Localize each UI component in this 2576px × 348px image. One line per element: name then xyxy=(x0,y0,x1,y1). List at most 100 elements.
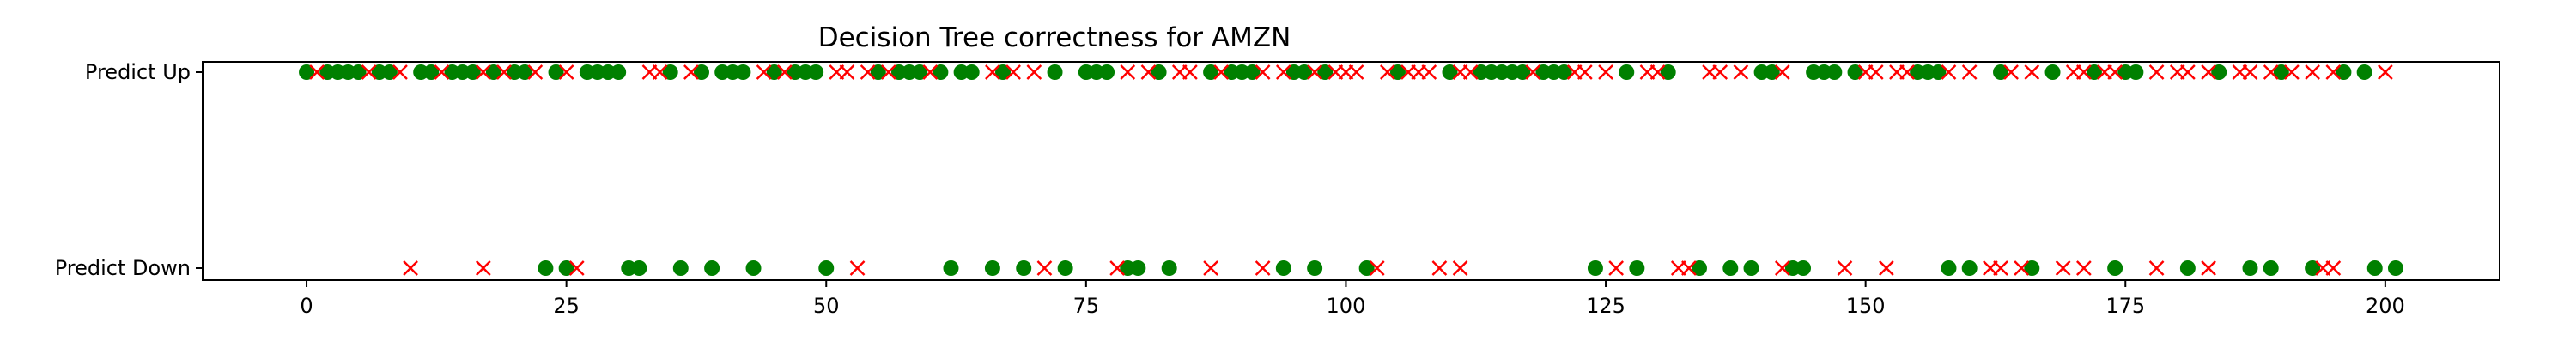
incorrect-prediction-point xyxy=(1733,64,1749,80)
incorrect-prediction-point xyxy=(881,64,896,80)
incorrect-prediction-point xyxy=(2201,64,2216,80)
incorrect-prediction-point xyxy=(2242,64,2258,80)
plot-area-frame xyxy=(202,61,2500,281)
correct-prediction-point xyxy=(693,64,709,80)
correct-prediction-point xyxy=(704,260,720,276)
incorrect-prediction-point xyxy=(1462,64,1479,80)
correct-prediction-point xyxy=(1151,64,1167,80)
incorrect-prediction-point xyxy=(2055,260,2071,276)
incorrect-prediction-point xyxy=(1369,260,1385,276)
x-tick-label: 50 xyxy=(813,294,840,318)
incorrect-prediction-point xyxy=(1120,64,1136,80)
correct-prediction-point xyxy=(1660,64,1676,80)
correct-prediction-point xyxy=(1099,64,1115,80)
incorrect-prediction-point xyxy=(1255,260,1271,276)
incorrect-prediction-point xyxy=(496,64,512,80)
incorrect-prediction-point xyxy=(652,64,668,80)
incorrect-prediction-point xyxy=(2075,64,2092,80)
correct-prediction-point xyxy=(2086,64,2102,80)
incorrect-prediction-point xyxy=(860,64,876,80)
incorrect-prediction-point xyxy=(756,64,772,80)
incorrect-prediction-point xyxy=(2024,64,2040,80)
incorrect-prediction-point xyxy=(1140,64,1157,80)
correct-prediction-point xyxy=(1389,64,1406,80)
correct-prediction-point xyxy=(381,64,398,80)
y-axis: Predict Down Predict Up xyxy=(55,60,203,280)
incorrect-prediction-point xyxy=(558,64,574,80)
incorrect-prediction-point xyxy=(985,64,1000,80)
correct-prediction-point xyxy=(1629,260,1645,276)
incorrect-prediction-point xyxy=(2148,260,2165,276)
incorrect-prediction-point xyxy=(1837,260,1853,276)
correct-prediction-point xyxy=(2179,260,2196,276)
correct-prediction-point xyxy=(538,260,554,276)
correct-prediction-point xyxy=(912,64,928,80)
incorrect-prediction-point xyxy=(1941,64,1957,80)
x-axis: 0 25 50 75 100 125 150 175 200 xyxy=(300,280,2405,318)
incorrect-prediction-point xyxy=(392,64,408,80)
correct-prediction-point xyxy=(2263,260,2279,276)
incorrect-prediction-point xyxy=(1649,64,1666,80)
correct-prediction-point xyxy=(1826,64,1843,80)
correct-prediction-point xyxy=(350,64,367,80)
correct-prediction-point xyxy=(1161,260,1177,276)
incorrect-prediction-point xyxy=(1452,260,1468,276)
incorrect-prediction-point xyxy=(922,64,939,80)
incorrect-prediction-point xyxy=(2180,64,2196,80)
incorrect-prediction-point xyxy=(1005,64,1021,80)
incorrect-prediction-point xyxy=(2148,64,2165,80)
incorrect-prediction-point xyxy=(1712,64,1728,80)
correct-prediction-point xyxy=(1442,64,1458,80)
correct-prediction-point xyxy=(984,260,1000,276)
incorrect-prediction-point xyxy=(361,64,377,80)
incorrect-prediction-point xyxy=(2263,64,2279,80)
correct-prediction-point xyxy=(423,64,440,80)
correct-prediction-point xyxy=(1358,260,1375,276)
incorrect-prediction-point xyxy=(683,64,699,80)
correct-prediction-point xyxy=(1556,64,1572,80)
correct-prediction-point xyxy=(631,260,647,276)
incorrect-prediction-point xyxy=(1774,64,1790,80)
correct-prediction-point xyxy=(517,64,533,80)
data-marks xyxy=(299,64,2403,276)
incorrect-prediction-point xyxy=(2014,260,2030,276)
correct-prediction-point xyxy=(548,64,564,80)
correct-prediction-point xyxy=(2242,260,2258,276)
correct-prediction-point xyxy=(1941,260,1957,276)
incorrect-prediction-point xyxy=(2003,64,2019,80)
correct-prediction-point xyxy=(870,64,886,80)
incorrect-prediction-point xyxy=(2325,64,2342,80)
incorrect-prediction-point xyxy=(1275,64,1291,80)
correct-prediction-point xyxy=(1764,64,1780,80)
incorrect-prediction-point xyxy=(2107,64,2123,80)
correct-prediction-point xyxy=(1317,64,1334,80)
incorrect-prediction-point xyxy=(1681,260,1697,276)
correct-prediction-point xyxy=(2356,64,2372,80)
correct-prediction-point xyxy=(2273,64,2289,80)
correct-prediction-point xyxy=(2336,64,2352,80)
correct-prediction-point xyxy=(766,64,782,80)
correct-prediction-point xyxy=(1244,64,1261,80)
incorrect-prediction-point xyxy=(1307,64,1322,80)
correct-prediction-point xyxy=(963,64,980,80)
correct-prediction-point xyxy=(611,64,627,80)
incorrect-prediction-point xyxy=(1961,64,1978,80)
incorrect-prediction-point xyxy=(1993,260,2008,276)
incorrect-prediction-point xyxy=(2378,64,2393,80)
incorrect-prediction-point xyxy=(776,64,793,80)
incorrect-prediction-point xyxy=(1431,260,1448,276)
correct-prediction-point xyxy=(1691,260,1707,276)
incorrect-prediction-point xyxy=(1348,64,1364,80)
incorrect-prediction-point xyxy=(1213,64,1230,80)
correct-prediction-point xyxy=(2366,260,2383,276)
correct-prediction-point xyxy=(2211,64,2227,80)
incorrect-prediction-point xyxy=(475,64,491,80)
correct-prediction-point xyxy=(558,260,574,276)
correct-prediction-point xyxy=(2387,260,2403,276)
incorrect-prediction-point xyxy=(839,64,855,80)
correct-prediction-point xyxy=(662,64,678,80)
correct-prediction-point xyxy=(1203,64,1219,80)
correct-prediction-point xyxy=(1795,260,1812,276)
incorrect-prediction-point xyxy=(2075,260,2092,276)
